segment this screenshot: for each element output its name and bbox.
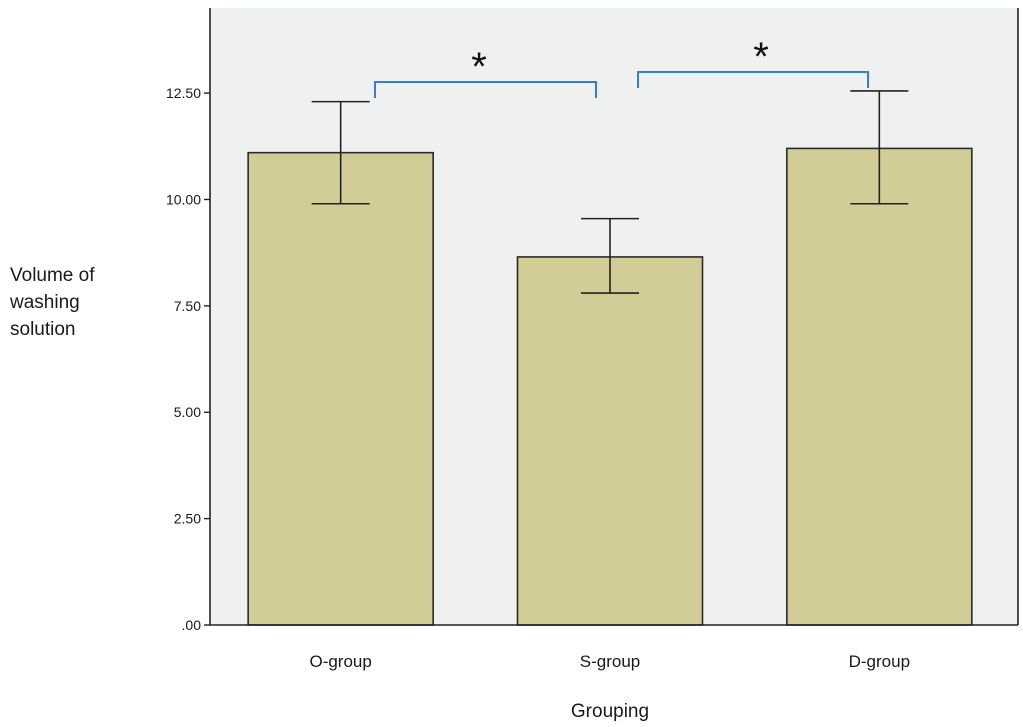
x-axis-label: Grouping bbox=[571, 701, 649, 722]
y-axis-label-line: washing bbox=[10, 292, 80, 313]
x-tick-label: O-group bbox=[309, 652, 371, 671]
y-axis-label-line: solution bbox=[10, 319, 76, 340]
bar-s-group bbox=[516, 256, 704, 626]
y-tick-label: 7.50 bbox=[174, 298, 201, 314]
y-tick-label: 5.00 bbox=[174, 404, 201, 420]
significance-bracket bbox=[637, 71, 869, 88]
y-tick-label: 2.50 bbox=[174, 511, 201, 527]
y-axis-label: Volume of washing solution bbox=[10, 262, 95, 343]
y-tick-label: 10.00 bbox=[166, 191, 201, 207]
x-tick-label: S-group bbox=[580, 652, 640, 671]
x-tick-label: D-group bbox=[849, 652, 910, 671]
y-axis-label-line: Volume of bbox=[10, 265, 95, 286]
y-tick-label: .00 bbox=[182, 617, 202, 633]
bar-o-group bbox=[247, 151, 434, 626]
y-tick-label: 12.50 bbox=[166, 85, 201, 101]
significance-star: * bbox=[753, 35, 769, 79]
bar-d-group bbox=[786, 147, 973, 626]
significance-bracket bbox=[374, 81, 597, 98]
significance-star: * bbox=[471, 45, 487, 89]
